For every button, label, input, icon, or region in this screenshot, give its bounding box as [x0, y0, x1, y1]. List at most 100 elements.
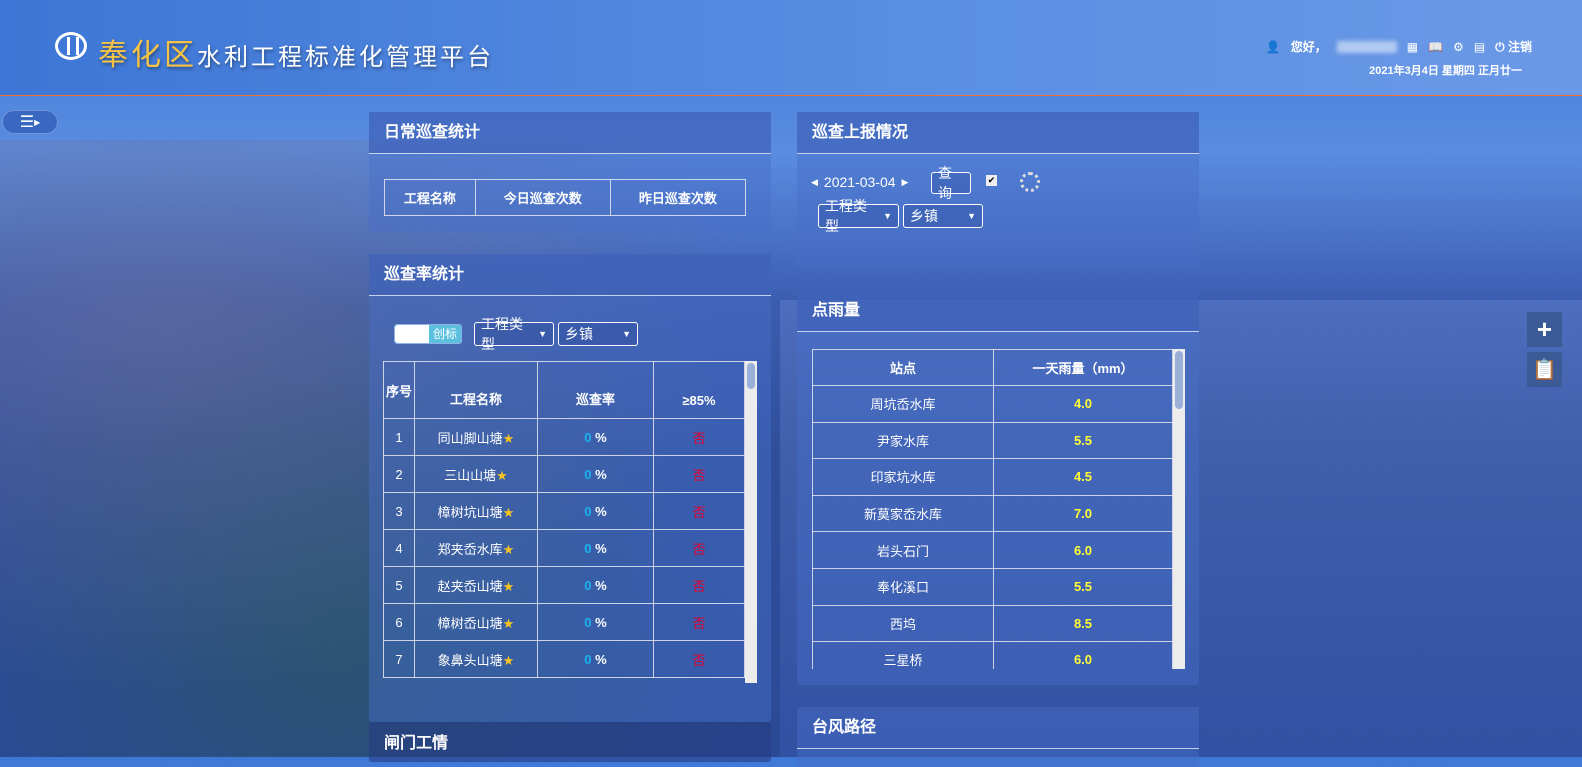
date-display: 2021年3月4日 星期四 正月廿一 [1369, 65, 1522, 77]
column-header: 站点 [812, 349, 994, 386]
header: 奉化区水利工程标准化管理平台 👤 您好， ▦ 📖 ⚙ ▤ ⏻ 注销 2021年3… [0, 0, 1582, 96]
rainfall-value: 8.5 [993, 604, 1173, 643]
rainfall-value: 4.5 [993, 458, 1173, 496]
rainfall-value: 5.5 [993, 567, 1173, 606]
table-row: 2 三山山塘★ 0 % 否 [383, 455, 745, 493]
checkbox[interactable]: ✔ [986, 175, 997, 186]
daily-patrol-panel: 日常巡查统计 工程名称 今日巡查次数 昨日巡查次数 [369, 112, 771, 232]
row-number: 7 [383, 640, 415, 678]
station-name[interactable]: 尹家水库 [812, 421, 994, 460]
gear-icon[interactable]: ⚙ [1453, 39, 1464, 54]
project-name[interactable]: 樟树岙山塘★ [414, 603, 538, 641]
meets-85: 否 [653, 418, 745, 456]
panel-title: 台风路径 [797, 707, 1199, 749]
loading-spinner-icon [1020, 172, 1040, 192]
table-row: 4 郑夹岙水库★ 0 % 否 [383, 529, 745, 567]
query-button[interactable]: 查询 [931, 165, 971, 201]
patrol-rate: 0 % [537, 492, 654, 530]
rainfall-value: 5.5 [993, 421, 1173, 460]
patrol-rate: 0 % [537, 418, 654, 456]
table-row: 印家坑水库 4.5 [812, 458, 1173, 496]
station-name[interactable]: 西坞 [812, 604, 994, 643]
app-title: 奉化区水利工程标准化管理平台 [98, 38, 494, 73]
next-date-arrow-icon[interactable]: ▶ [901, 176, 909, 187]
gate-panel: 闸门工情 [369, 722, 771, 762]
project-name[interactable]: 象鼻头山塘★ [414, 640, 538, 678]
table-row: 三星桥 6.0 [812, 641, 1173, 669]
report-export-button[interactable]: 📋 [1527, 352, 1562, 387]
rate-table-scrollbar[interactable] [745, 361, 757, 683]
prev-date-arrow-icon[interactable]: ◀ [811, 176, 818, 187]
town-select[interactable]: 乡镇 ▼ [903, 204, 983, 228]
chuangbiao-toggle[interactable]: 创标 [394, 324, 462, 344]
row-number: 5 [383, 566, 415, 604]
scroll-thumb[interactable] [747, 363, 755, 389]
meets-85: 否 [653, 492, 745, 530]
rainfall-panel: 点雨量 站点 一天雨量（mm） 周坑岙水库 4.0 尹家水库 5.5 印家坑水库 4.5 新莫… [797, 290, 1199, 685]
date-picker: ◀ 2021-03-04 ▶ [811, 174, 908, 190]
rainfall-value: 4.0 [993, 385, 1173, 423]
row-number: 1 [383, 418, 415, 456]
station-name[interactable]: 三星桥 [812, 641, 994, 669]
greeting: 您好， [1290, 40, 1327, 54]
station-name[interactable]: 岩头石门 [812, 531, 994, 569]
project-type-select[interactable]: 工程类型 ▼ [474, 316, 554, 352]
column-header: 一天雨量（mm） [993, 349, 1173, 386]
menu-toggle-button[interactable]: ☰ ▶ [2, 110, 58, 134]
logout-button[interactable]: ⏻ 注销 [1495, 40, 1532, 54]
station-name[interactable]: 新莫家岙水库 [812, 494, 994, 533]
date-value[interactable]: 2021-03-04 [823, 174, 896, 190]
station-name[interactable]: 周坑岙水库 [812, 385, 994, 423]
row-number: 4 [383, 529, 415, 567]
star-icon: ★ [502, 578, 515, 594]
column-header: 巡查率 [537, 361, 654, 419]
project-type-select[interactable]: 工程类型 ▼ [818, 198, 899, 234]
panel-title: 点雨量 [797, 290, 1199, 332]
star-icon: ★ [502, 504, 515, 520]
patrol-rate: 0 % [537, 529, 654, 567]
meets-85: 否 [653, 455, 745, 493]
list-icon[interactable]: ▤ [1473, 39, 1486, 54]
town-select[interactable]: 乡镇 ▼ [558, 322, 638, 346]
project-name[interactable]: 樟树坑山塘★ [414, 492, 538, 530]
station-name[interactable]: 奉化溪口 [812, 567, 994, 606]
table-row: 新莫家岙水库 7.0 [812, 494, 1173, 533]
table-row: 5 赵夹岙山塘★ 0 % 否 [383, 566, 745, 604]
patrol-rate: 0 % [537, 640, 654, 678]
column-header: 工程名称 [414, 361, 538, 419]
table-row: 3 樟树坑山塘★ 0 % 否 [383, 492, 745, 530]
table-row: 6 樟树岙山塘★ 0 % 否 [383, 603, 745, 641]
meets-85: 否 [653, 566, 745, 604]
table-row: 1 同山脚山塘★ 0 % 否 [383, 418, 745, 456]
project-name[interactable]: 三山山塘★ [414, 455, 538, 493]
project-name[interactable]: 郑夹岙水库★ [414, 529, 538, 567]
star-icon: ★ [496, 467, 508, 483]
star-icon: ★ [502, 541, 515, 557]
add-button[interactable]: + [1527, 312, 1562, 347]
column-header: 序号 [383, 361, 415, 419]
rain-table-scrollbar[interactable] [1173, 349, 1185, 669]
patrol-rate: 0 % [537, 455, 654, 493]
daily-table: 工程名称 今日巡查次数 昨日巡查次数 [384, 179, 747, 216]
qrcode-icon[interactable]: ▦ [1406, 39, 1419, 54]
column-header: 今日巡查次数 [474, 179, 611, 216]
table-row: 西坞 8.5 [812, 604, 1173, 643]
panel-title: 闸门工情 [384, 735, 449, 752]
station-name[interactable]: 印家坑水库 [812, 458, 994, 496]
project-name[interactable]: 赵夹岙山塘★ [414, 566, 538, 604]
panel-title: 巡查上报情况 [797, 112, 1199, 154]
rainfall-value: 7.0 [993, 494, 1173, 533]
column-header: 昨日巡查次数 [609, 179, 747, 216]
project-name[interactable]: 同山脚山塘★ [414, 418, 538, 456]
meets-85: 否 [653, 529, 745, 567]
panel-title: 日常巡查统计 [369, 112, 771, 154]
user-icon: 👤 [1265, 39, 1281, 54]
column-header: 工程名称 [384, 179, 476, 216]
scroll-thumb[interactable] [1175, 351, 1183, 409]
book-icon[interactable]: 📖 [1428, 39, 1444, 54]
star-icon: ★ [502, 652, 515, 668]
username-blurred [1336, 40, 1397, 53]
row-number: 6 [383, 603, 415, 641]
